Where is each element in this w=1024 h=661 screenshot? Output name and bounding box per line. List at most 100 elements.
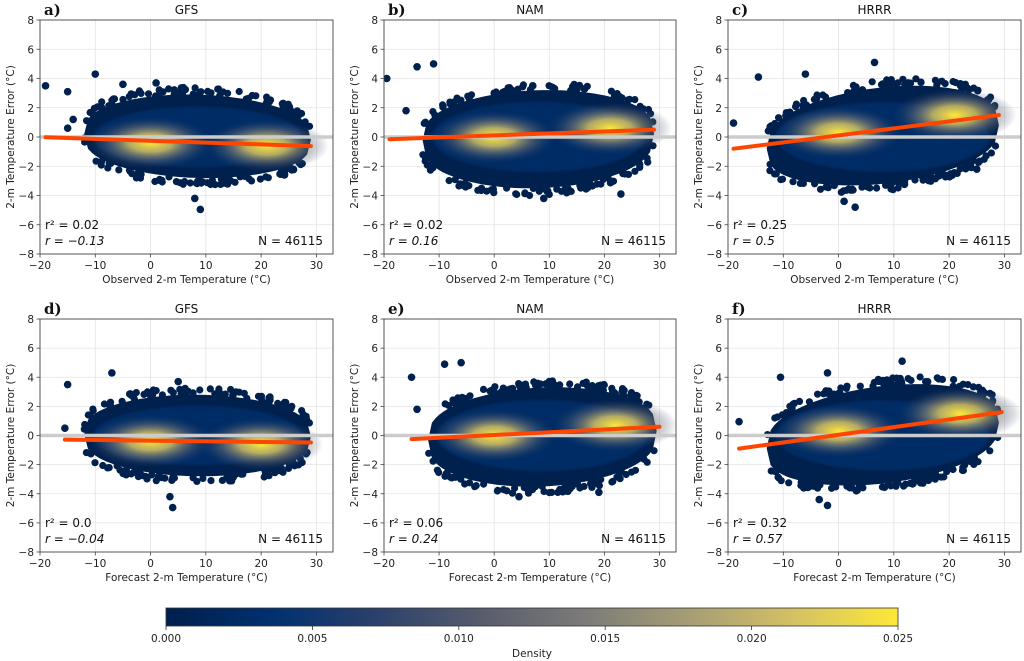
- scatter-point: [566, 380, 574, 388]
- y-tick-label: 2: [27, 103, 34, 115]
- scatter-point: [151, 92, 160, 100]
- r-squared-label: r² = 0.06: [389, 516, 443, 530]
- y-tick-label: 8: [371, 314, 378, 326]
- scatter-point: [892, 80, 900, 88]
- y-tick-label: −2: [707, 161, 722, 173]
- scatter-point: [144, 90, 153, 98]
- scatter-point: [925, 177, 933, 185]
- scatter-point: [298, 109, 306, 118]
- scatter-point: [425, 449, 433, 457]
- scatter-point: [490, 388, 499, 396]
- scatter-point: [633, 392, 641, 400]
- y-tick-label: −6: [363, 518, 379, 530]
- scatter-point: [516, 382, 524, 390]
- scatter-point: [881, 379, 889, 387]
- outlier-point: [515, 492, 523, 501]
- y-tick-label: 0: [371, 431, 378, 443]
- outlier-point: [815, 495, 824, 504]
- y-tick-label: 2: [371, 401, 378, 413]
- scatter-point: [426, 166, 434, 174]
- outlier-point: [108, 369, 116, 377]
- outlier-point: [61, 424, 69, 433]
- n-label: N = 46115: [946, 234, 1011, 248]
- scatter-point: [113, 462, 121, 470]
- scatter-point: [922, 378, 930, 386]
- y-tick-label: −4: [19, 191, 35, 203]
- outlier-point: [754, 73, 763, 81]
- colorbar-tick-label: 0.015: [590, 633, 620, 645]
- scatter-point: [837, 188, 845, 196]
- scatter-point: [556, 381, 564, 389]
- y-tick-label: −4: [707, 489, 723, 501]
- scatter-point: [493, 487, 501, 495]
- outlier-point: [196, 205, 205, 214]
- scatter-point: [216, 390, 224, 398]
- scatter-point: [143, 475, 151, 483]
- colorbar-label: Density: [512, 648, 552, 660]
- scatter-point: [519, 81, 528, 89]
- panel-title: GFS: [175, 302, 199, 316]
- outlier-point: [168, 503, 177, 512]
- x-tick-label: 10: [887, 260, 900, 272]
- scatter-point: [86, 412, 94, 420]
- scatter-point: [129, 391, 137, 399]
- scatter-point: [889, 374, 897, 382]
- density-peak: [898, 387, 1021, 440]
- scatter-point: [858, 86, 867, 94]
- panel-title: NAM: [516, 3, 544, 17]
- y-tick-label: −2: [707, 460, 722, 472]
- scatter-point: [868, 78, 876, 86]
- r-squared-label: r² = 0.02: [45, 218, 99, 232]
- regression-line: [409, 424, 662, 442]
- scatter-point: [256, 175, 264, 183]
- n-label: N = 46115: [601, 234, 666, 248]
- scatter-point: [245, 175, 253, 183]
- scatter-point: [852, 83, 860, 91]
- scatter-point: [600, 381, 608, 389]
- y-tick-label: −8: [363, 249, 378, 261]
- scatter-point: [105, 464, 113, 472]
- scatter-point: [615, 469, 624, 477]
- scatter-point: [301, 118, 309, 126]
- y-tick-label: −2: [19, 161, 34, 173]
- x-tick-label: −20: [717, 260, 739, 272]
- outlier-point: [972, 165, 981, 173]
- scatter-point: [901, 177, 909, 185]
- y-tick-label: −2: [363, 460, 378, 472]
- scatter-point: [824, 184, 832, 192]
- scatter-point: [186, 179, 194, 187]
- scatter-point: [181, 177, 189, 186]
- scatter-point: [610, 389, 619, 397]
- scatter-point: [125, 93, 133, 101]
- scatter-point: [167, 386, 175, 394]
- scatter-point: [196, 386, 204, 394]
- r-label: r = 0.16: [389, 234, 439, 248]
- scatter-point: [548, 83, 556, 91]
- scatter-point: [263, 93, 271, 101]
- scatter-point: [588, 385, 596, 393]
- n-label: N = 46115: [258, 234, 323, 248]
- y-tick-label: 6: [715, 44, 722, 56]
- y-tick-label: 6: [27, 44, 34, 56]
- scatter-point: [917, 78, 925, 86]
- scatter-point: [816, 185, 825, 193]
- scatter-point: [165, 85, 173, 93]
- scatter-point: [491, 383, 499, 391]
- scatter-point: [816, 481, 824, 489]
- scatter-point: [445, 177, 453, 185]
- r-label: r = 0.24: [389, 532, 438, 546]
- outlier-point: [539, 194, 548, 203]
- scatter-point: [503, 184, 511, 192]
- x-tick-label: −10: [428, 558, 450, 570]
- scatter-point: [266, 396, 274, 404]
- scatter-point: [956, 165, 964, 173]
- y-tick-label: −6: [707, 518, 723, 530]
- scatter-point: [650, 447, 658, 455]
- y-tick-label: 4: [715, 372, 722, 384]
- scatter-point: [83, 117, 91, 125]
- density-peak: [892, 89, 1017, 142]
- scatter-point: [191, 84, 199, 92]
- y-tick-label: −6: [19, 220, 35, 232]
- scatter-point: [785, 479, 793, 487]
